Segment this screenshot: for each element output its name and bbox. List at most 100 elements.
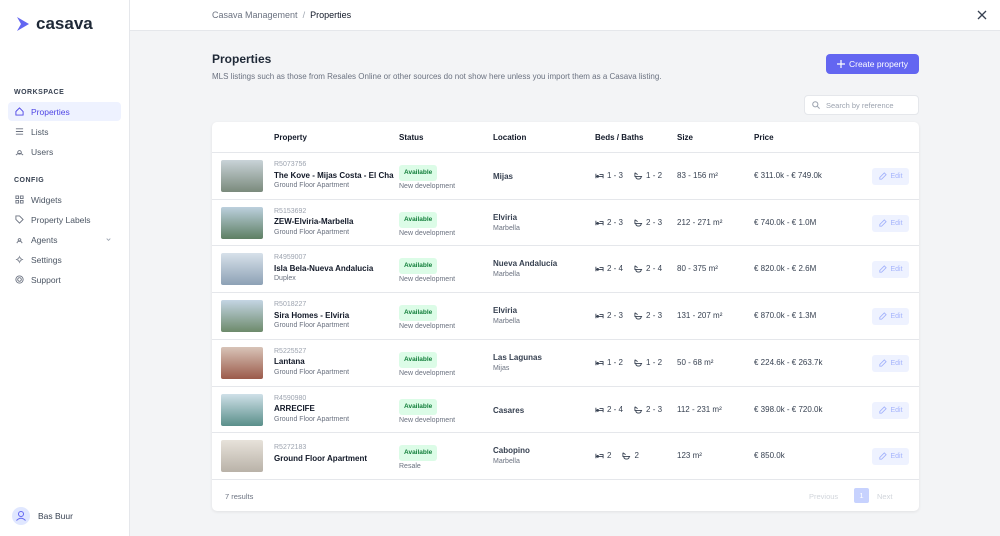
property-thumbnail [221, 300, 263, 333]
area: Marbella [493, 458, 520, 466]
property-cell: R5153692 ZEW-Elviria-Marbella Ground Floor… [274, 207, 394, 239]
nav-item[interactable]: Widgets [8, 190, 121, 209]
location: Casares [493, 405, 525, 415]
beds: 1 - 3 [607, 171, 624, 180]
beds-baths-cell: 1 - 2 1 - 2 [595, 358, 662, 367]
nav-label: Property Labels [31, 214, 91, 225]
location-cell: Nueva Andalucía Marbella [493, 258, 557, 280]
nav-item[interactable]: Settings [8, 250, 121, 269]
nav-item[interactable]: Users [8, 142, 121, 161]
results-count: 7 results [225, 492, 254, 501]
status-badge: Available [399, 165, 438, 181]
size: 80 - 375 m² [677, 264, 718, 274]
edit-icon [878, 405, 888, 415]
status-badge: Available [399, 351, 438, 368]
location: Cabopino [493, 446, 530, 456]
user-menu[interactable]: Bas Buur [12, 507, 73, 525]
section-label: CONFIG [14, 177, 45, 184]
status-cell: Available Resale [399, 445, 438, 473]
bath-icon [634, 218, 643, 227]
table-row: R5018227 Sira Homes - Elviria Ground Floor… [212, 292, 919, 339]
column-header: Size [677, 133, 694, 142]
table-row: R5153692 ZEW-Elviria-Marbella Ground Floor… [212, 198, 919, 246]
price: € 820.0k - € 2.6M [754, 264, 817, 274]
topbar: Casava Management / Properties [130, 0, 1000, 31]
next-button[interactable]: Next [877, 492, 893, 501]
price: € 311.0k - € 749.0k [754, 171, 822, 180]
bed-icon [595, 264, 604, 273]
property-thumbnail [221, 253, 263, 286]
market-type: New development [399, 229, 456, 237]
price: € 740.0k - € 1.0M [754, 217, 817, 227]
status-badge: Available [399, 258, 438, 275]
bath-icon [622, 451, 631, 460]
property-ref: R5018227 [274, 301, 307, 309]
market-type: Resale [399, 463, 421, 471]
nav-item[interactable]: Lists [8, 122, 121, 141]
edit-button[interactable]: Edit [872, 308, 909, 326]
property-ref: R5073756 [274, 161, 307, 168]
property-cell: R5272183 Ground Floor Apartment [274, 443, 394, 464]
page-button[interactable]: 1 [854, 488, 869, 503]
beds: 2 - 3 [607, 311, 624, 321]
table-footer: 7 results Previous 1 Next [212, 479, 919, 511]
nav-icon [15, 195, 24, 204]
edit-button[interactable]: Edit [872, 448, 909, 466]
nav-item[interactable]: Support [8, 270, 121, 289]
nav-item[interactable]: Properties [8, 102, 121, 121]
property-cell: R5018227 Sira Homes - Elviria Ground Floor… [274, 300, 394, 332]
beds: 2 - 4 [607, 404, 624, 414]
property-cell: R5225527 Lantana Ground Floor Apartment [274, 347, 394, 379]
edit-button[interactable]: Edit [872, 214, 909, 232]
location-cell: Mijas [493, 171, 513, 182]
column-header: Location [493, 133, 527, 142]
nav-icon [15, 255, 24, 264]
nav-icon [15, 215, 24, 224]
property-thumbnail [221, 393, 263, 426]
property-name: The Kove - Mijas Costa - El Cha [274, 170, 394, 180]
size: 123 m² [677, 451, 702, 461]
edit-button[interactable]: Edit [872, 168, 909, 185]
price: € 398.0k - € 720.0k [754, 404, 823, 414]
baths: 2 - 3 [646, 311, 663, 321]
edit-label: Edit [890, 266, 903, 274]
size: 50 - 68 m² [677, 357, 714, 367]
beds-baths-cell: 2 - 4 2 - 4 [595, 264, 662, 273]
edit-label: Edit [890, 453, 903, 461]
edit-icon [878, 218, 888, 228]
market-type: New development [399, 276, 456, 284]
beds-baths-cell: 2 - 3 2 - 3 [595, 311, 662, 320]
location: Elviria [493, 306, 518, 316]
table-row: R4959007 Isla Bela-Nueva Andalucia Duplex A… [212, 245, 919, 292]
create-button[interactable]: Create property [826, 54, 919, 74]
breadcrumb-link[interactable]: Casava Management [212, 10, 298, 20]
search-input[interactable]: Search by reference [804, 95, 919, 115]
edit-button[interactable]: Edit [872, 261, 909, 279]
property-ref: R5225527 [274, 347, 307, 355]
bed-icon [595, 358, 604, 367]
previous-button[interactable]: Previous [809, 492, 839, 501]
table-row: R4590980 ARRECIFE Ground Floor Apartment Av… [212, 385, 919, 433]
edit-label: Edit [890, 406, 903, 414]
market-type: New development [399, 416, 456, 424]
property-ref: R4590980 [274, 394, 307, 402]
location-cell: Elviria Marbella [493, 212, 520, 234]
edit-button[interactable]: Edit [872, 354, 909, 372]
property-ref: R5153692 [274, 207, 307, 215]
avatar [12, 507, 30, 525]
status-badge: Available [399, 398, 438, 415]
beds-baths-cell: 2 - 3 2 - 3 [595, 218, 662, 227]
close-button[interactable] [977, 10, 987, 20]
nav-item[interactable]: Agents [8, 230, 121, 249]
market-type: New development [399, 369, 456, 377]
sidebar: casava WORKSPACE Properties Lists Users CONF… [0, 0, 130, 536]
nav-item[interactable]: Property Labels [8, 210, 121, 229]
edit-icon [878, 359, 888, 368]
logo[interactable]: casava [16, 14, 93, 34]
property-kind: Ground Floor Apartment [274, 368, 350, 376]
price: € 870.0k - € 1.3M [754, 311, 817, 321]
property-thumbnail [221, 206, 263, 239]
edit-button[interactable]: Edit [872, 401, 909, 419]
